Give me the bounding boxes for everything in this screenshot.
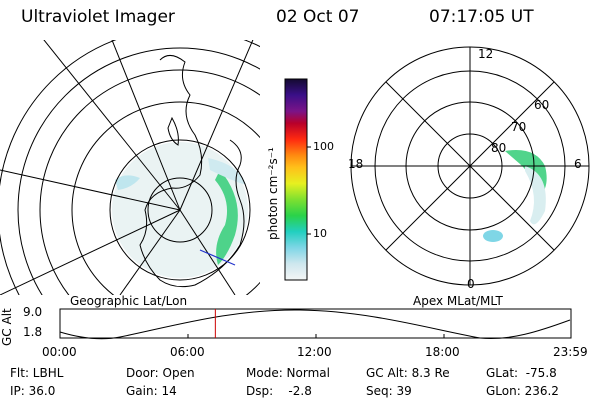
apex-panel-label: Apex MLat/MLT xyxy=(413,294,503,308)
mlt-label-18: 18 xyxy=(348,157,364,171)
alt-tick-9: 9.0 xyxy=(23,305,43,319)
time-tick-2359: 23:59 xyxy=(553,345,588,359)
glat-info: GLat: -75.8 xyxy=(486,366,557,380)
gain-info: Gain: 14 xyxy=(126,384,177,398)
gc-alt-info: GC Alt: 8.3 Re xyxy=(366,366,450,380)
aurora-oval xyxy=(215,170,238,265)
time-tick-06: 06:00 xyxy=(170,345,205,359)
altitude-curve xyxy=(59,309,571,340)
mlt-label-12: 12 xyxy=(478,47,494,61)
time-tick-00: 00:00 xyxy=(42,345,77,359)
colorbar-tick-100: 100 xyxy=(313,140,334,153)
altitude-strip-plot xyxy=(59,308,572,340)
glon-info: GLon: 236.2 xyxy=(486,384,559,398)
mode-info: Mode: Normal xyxy=(246,366,330,380)
mlat-label-80: 80 xyxy=(491,141,507,155)
time-tick-18: 18:00 xyxy=(425,345,460,359)
date-label: 02 Oct 07 xyxy=(276,7,360,27)
time-label: 07:17:05 UT xyxy=(429,7,534,27)
geographic-panel-label: Geographic Lat/Lon xyxy=(70,294,188,308)
colorbar-unit-label: photon cm⁻²s⁻¹ xyxy=(266,147,280,240)
mlt-label-0: 0 xyxy=(467,277,475,291)
door-info: Door: Open xyxy=(126,366,195,380)
apex-image-panel xyxy=(350,46,590,286)
ip-info: IP: 36.0 xyxy=(10,384,56,398)
alt-tick-1-8: 1.8 xyxy=(23,325,43,339)
mlat-label-70: 70 xyxy=(511,120,527,134)
colorbar-tick-10: 10 xyxy=(313,227,327,240)
coastline xyxy=(139,55,245,288)
seq-info: Seq: 39 xyxy=(366,384,412,398)
geographic-image-panel xyxy=(0,40,260,295)
dsp-info: Dsp: -2.8 xyxy=(246,384,312,398)
filter-info: Flt: LBHL xyxy=(10,366,64,380)
mlt-label-6: 6 xyxy=(574,157,582,171)
mlat-label-60: 60 xyxy=(534,98,550,112)
time-tick-12: 12:00 xyxy=(297,345,332,359)
gc-alt-axis-label: GC Alt xyxy=(0,308,14,346)
instrument-title: Ultraviolet Imager xyxy=(21,7,175,27)
intensity-colorbar xyxy=(284,78,311,281)
